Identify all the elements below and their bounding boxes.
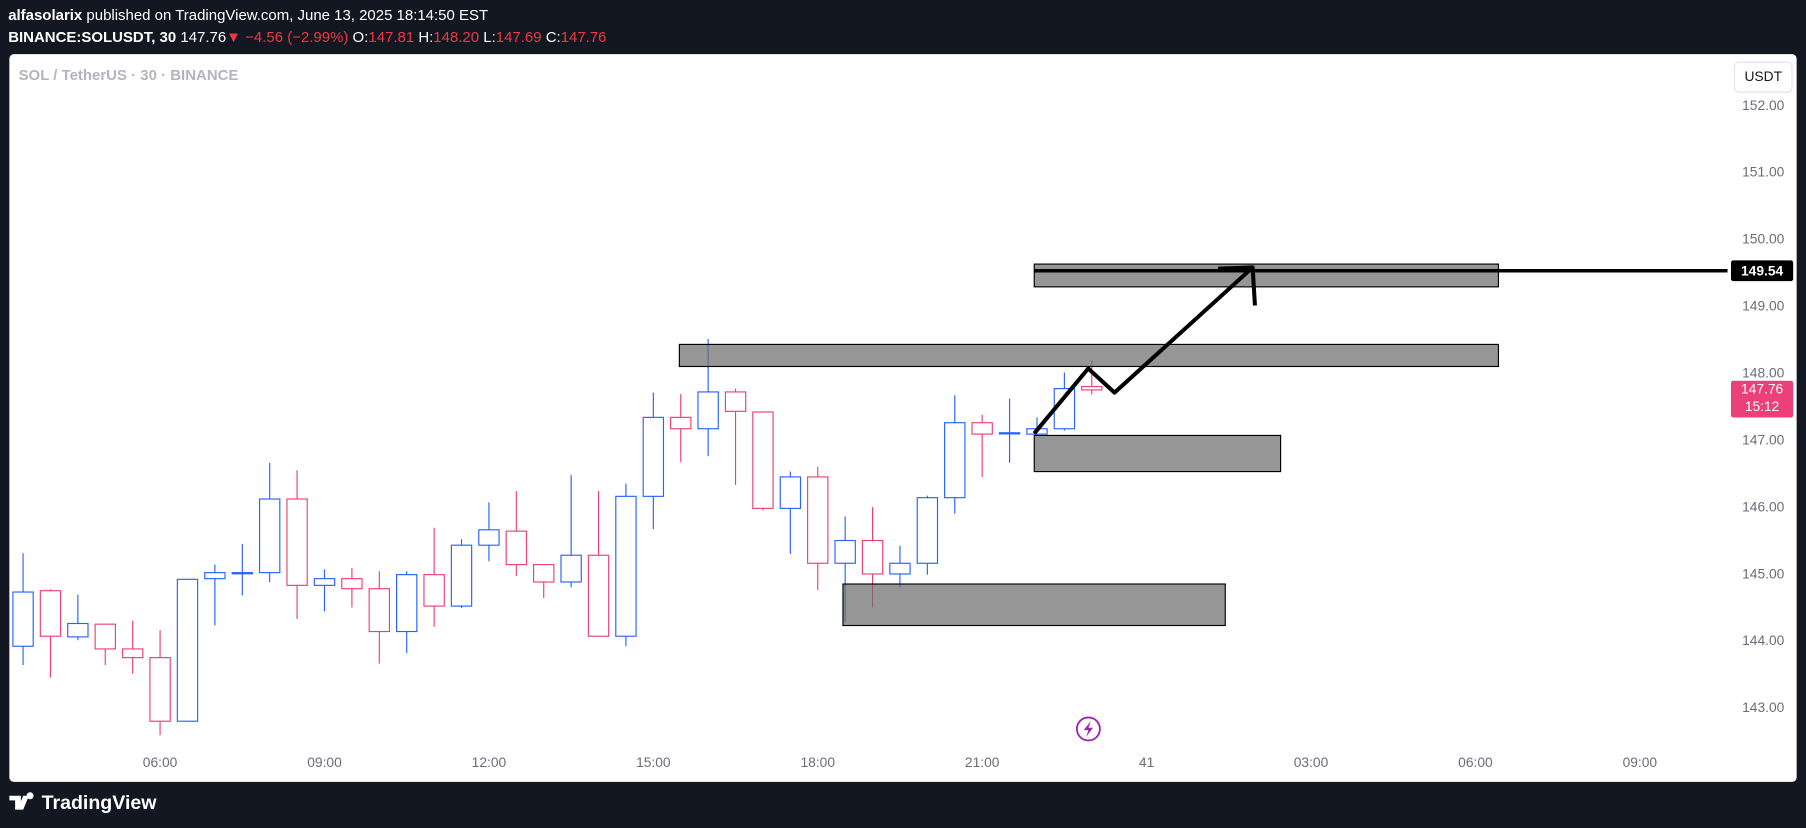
last-price-box xyxy=(1731,380,1794,418)
x-tick-label: 21:00 xyxy=(965,754,1000,770)
candle-body xyxy=(779,476,802,509)
candle-body xyxy=(944,422,966,499)
candle-body xyxy=(670,416,692,430)
zone xyxy=(842,583,1226,627)
candle-body xyxy=(423,574,445,607)
c-value: 147.76 xyxy=(561,29,607,46)
h-label: H: xyxy=(418,29,433,46)
candle-body xyxy=(258,498,281,574)
x-tick-label: 06:00 xyxy=(143,754,178,770)
candle-body xyxy=(587,554,610,637)
candle-body xyxy=(94,623,116,650)
last-price-label: 147.76 xyxy=(1741,381,1784,397)
candle-body xyxy=(204,572,226,580)
candle-body xyxy=(724,391,747,412)
last: 147.76 xyxy=(180,29,226,46)
y-tick-label: 145.00 xyxy=(1742,565,1785,581)
hline-price-box xyxy=(1731,260,1794,282)
candle-body xyxy=(395,574,418,633)
candle-body xyxy=(889,562,911,575)
events-icon[interactable] xyxy=(1075,716,1101,742)
candle-body xyxy=(121,648,144,659)
candle-body xyxy=(231,572,254,575)
candle-body xyxy=(505,530,528,566)
y-tick-label: 152.00 xyxy=(1742,97,1785,113)
chart-panel xyxy=(9,54,1797,782)
candle-body xyxy=(341,578,363,590)
y-tick-label: 148.00 xyxy=(1742,364,1785,380)
candle-body xyxy=(286,498,308,586)
hline-price-label: 149.54 xyxy=(1741,263,1784,279)
candle-body xyxy=(1081,385,1103,391)
candle-body xyxy=(916,497,939,564)
zone xyxy=(1033,434,1282,473)
candle-body xyxy=(149,657,171,722)
candle-body xyxy=(642,416,665,497)
y-tick-label: 143.00 xyxy=(1742,699,1785,715)
candle-body xyxy=(368,588,391,633)
candle-body xyxy=(752,411,774,509)
x-tick-label: 15:00 xyxy=(636,754,671,770)
y-tick-label: 151.00 xyxy=(1742,164,1785,180)
change: −4.56 (−2.99%) xyxy=(245,29,348,46)
header-line-1: alfasolarix published on TradingView.com… xyxy=(8,7,488,24)
candle-body xyxy=(533,564,555,583)
currency-button[interactable] xyxy=(1733,61,1793,93)
candle-body xyxy=(450,544,473,607)
candle-body xyxy=(834,539,856,564)
l-label: L: xyxy=(483,29,495,46)
header-line-2: BINANCE:SOLUSDT, 30 147.76▼ −4.56 (−2.99… xyxy=(8,29,606,46)
x-tick-label: 41 xyxy=(1139,754,1154,770)
h-value: 148.20 xyxy=(433,29,479,46)
candle-body xyxy=(67,622,89,638)
candle-body xyxy=(697,391,719,430)
zone xyxy=(1033,263,1500,288)
down-arrow: ▼ xyxy=(226,29,241,46)
footer-logo: TradingView xyxy=(9,792,157,814)
l-value: 147.69 xyxy=(496,29,542,46)
x-tick-label: 09:00 xyxy=(307,754,342,770)
y-tick-label: 149.00 xyxy=(1742,298,1785,314)
published: published on TradingView.com, June 13, 2… xyxy=(86,7,488,24)
plot: 152.00 151.00 150.00 149.00 148.00 147.00 146.… xyxy=(12,97,1794,770)
candle-body xyxy=(478,529,500,546)
candle-body xyxy=(176,578,199,722)
x-tick-label: 06:00 xyxy=(1458,754,1493,770)
y-tick-label: 144.00 xyxy=(1742,632,1785,648)
arrow-head xyxy=(1218,265,1257,306)
legend: SOL / TetherUS · 30 · BINANCE xyxy=(19,67,239,84)
o-label: O: xyxy=(353,29,369,46)
countdown: 15:12 xyxy=(1745,398,1780,414)
x-tick-label: 18:00 xyxy=(800,754,835,770)
o-value: 147.81 xyxy=(368,29,414,46)
candle-body xyxy=(39,590,62,637)
candle-body xyxy=(861,539,884,575)
logo-mark xyxy=(9,792,34,810)
x-tick-label: 09:00 xyxy=(1623,754,1658,770)
author: alfasolarix xyxy=(8,7,83,24)
currency[interactable]: USDT xyxy=(1744,68,1782,84)
candle-body xyxy=(12,591,34,647)
logo-text: TradingView xyxy=(42,792,158,814)
candle-body xyxy=(971,422,993,435)
events-bolt xyxy=(1083,720,1094,738)
y-tick-label: 147.00 xyxy=(1742,431,1785,447)
zone xyxy=(678,343,1500,368)
symbol: BINANCE:SOLUSDT, 30 xyxy=(8,29,176,46)
candle-body xyxy=(615,495,637,637)
y-tick-label: 150.00 xyxy=(1742,231,1785,247)
x-tick-label: 12:00 xyxy=(472,754,507,770)
candle-body xyxy=(313,578,336,586)
candle-body xyxy=(807,476,829,564)
arrow xyxy=(1032,265,1255,435)
y-tick-label: 146.00 xyxy=(1742,498,1785,514)
candle-body xyxy=(998,432,1021,435)
candle-body xyxy=(560,554,582,583)
x-tick-label: 03:00 xyxy=(1294,754,1329,770)
c-label: C: xyxy=(546,29,561,46)
